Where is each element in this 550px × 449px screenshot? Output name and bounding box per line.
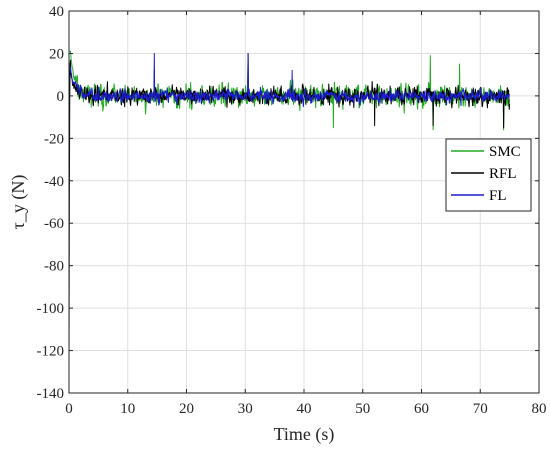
y-tick-label: -60: [44, 216, 64, 232]
x-tick-label: 10: [120, 401, 135, 417]
y-tick-label: 0: [57, 89, 65, 105]
x-tick-label: 80: [532, 401, 547, 417]
y-tick-label: -40: [44, 174, 64, 190]
y-axis-label: τ_y (N): [8, 175, 29, 230]
x-tick-label: 60: [414, 401, 429, 417]
y-tick-label: -20: [44, 131, 64, 147]
y-tick-label: -80: [44, 259, 64, 275]
x-tick-label: 20: [179, 401, 194, 417]
legend-items: SMC RFL FL: [451, 144, 521, 204]
y-tick-label: -100: [37, 301, 65, 317]
x-tick-label: 40: [297, 401, 312, 417]
x-tick-label: 30: [238, 401, 253, 417]
x-tick-label: 70: [473, 401, 488, 417]
y-tick-label: 20: [49, 46, 64, 62]
legend-label-smc: SMC: [489, 144, 521, 160]
y-tick-label: -120: [37, 344, 65, 360]
series-line-fl: [68, 52, 510, 108]
legend-label-rfl: RFL: [489, 166, 517, 182]
y-tick-label: 40: [49, 4, 64, 20]
ticks: 0 10 20 30 40 50 60 70 80 40 20 0 -20 -40 -60 -80 -100 -1…: [37, 4, 547, 417]
x-tick-label: 0: [65, 401, 73, 417]
x-axis-label: Time (s): [274, 424, 335, 445]
x-tick-label: 50: [355, 401, 370, 417]
y-tick-label: -140: [37, 386, 65, 402]
legend: SMC RFL FL: [445, 138, 532, 212]
legend-label-fl: FL: [489, 188, 507, 204]
series-layer: [68, 50, 511, 362]
